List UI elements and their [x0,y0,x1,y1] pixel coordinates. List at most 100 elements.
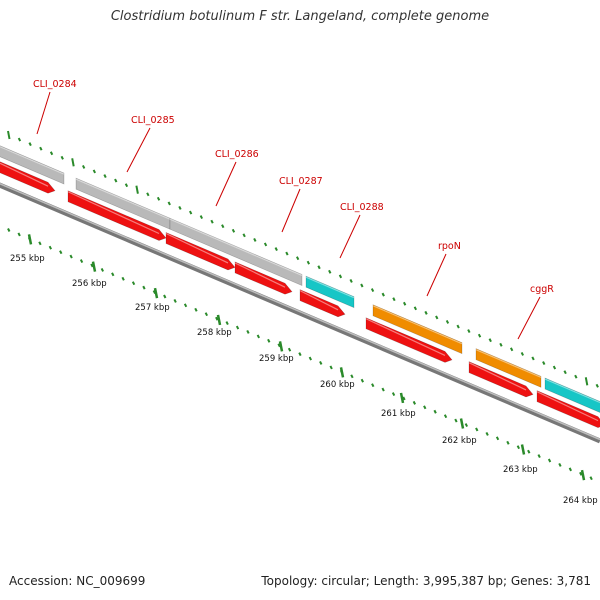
major-tick [278,341,284,352]
tick-mark [495,436,500,441]
genome-summary: Topology: circular; Length: 3,995,387 bp… [261,574,591,588]
tick-mark [146,192,150,197]
callout-line [215,161,237,207]
tick-mark [225,321,229,326]
outer-tick-track [7,130,599,388]
tick-mark [215,316,219,321]
cds-arrow [165,232,236,271]
tick-mark [277,343,281,348]
tick-mark [199,215,203,220]
tick-mark [477,333,482,338]
tick-mark [92,169,96,174]
backbone-highlight [0,182,600,441]
tick-mark [173,298,177,303]
accession-label: Accession: NC_009699 [9,574,146,588]
tick-mark [38,241,42,246]
tick-mark [253,237,257,242]
gene-feature [372,304,463,355]
cds-arrow [234,261,293,295]
callout-line [36,91,51,135]
tick-mark [263,242,268,247]
feature-highlight [365,318,446,356]
tick-mark [319,361,323,365]
tick-mark [589,476,593,481]
feature-highlight [0,162,49,187]
scale-labels: 255 kbp 256 kbp 257 kbp 258 kbp 259 kbp 260 k… [10,254,598,506]
tick-mark [7,228,11,232]
feature-track [0,145,600,428]
genome-backbone [0,182,600,444]
callout-line [126,127,151,173]
tick-mark [381,292,385,297]
callout-line [517,296,541,340]
cds-arrow [299,289,346,318]
feature-highlight [234,262,286,288]
tick-mark [329,365,333,370]
scale-label: 256 kbp [72,279,107,289]
tick-mark [131,281,136,286]
feature-highlight [536,391,599,422]
cds-arrow [0,161,56,194]
tick-mark [204,312,208,317]
callout-line [281,188,301,233]
tick-mark [579,471,583,476]
tick-mark [402,396,406,401]
major-tick [520,444,526,455]
major-tick [216,314,222,326]
tick-mark [246,330,250,334]
feature-highlight [299,290,339,311]
tick-mark [435,315,439,320]
tick-mark [194,307,198,312]
major-tick [580,469,586,481]
tick-mark [445,320,450,324]
tick-mark [242,233,246,238]
gene-label: CLI_0286 [215,149,259,160]
tick-mark [506,440,510,445]
major-tick [27,234,33,245]
tick-mark [49,151,54,156]
feature-highlight [67,191,160,235]
gene-label: CLI_0288 [340,202,384,213]
tick-mark [467,329,471,334]
tick-mark [443,414,448,419]
tick-mark [485,431,489,436]
feature-highlight [75,178,171,220]
major-tick [91,261,97,272]
tick-mark [163,294,167,299]
tick-mark [516,445,520,450]
scale-label: 258 kbp [197,328,232,338]
tick-mark [558,462,562,467]
callout-line [339,214,361,259]
scale-label: 261 kbp [381,409,416,419]
tick-mark [231,228,236,233]
tick-mark [298,352,302,357]
tick-mark [69,254,73,259]
scale-label: 260 kbp [320,380,355,390]
tick-mark [552,365,557,370]
tick-mark [48,245,52,250]
tick-mark [328,269,332,274]
tick-mark [456,324,460,329]
tick-mark [563,370,567,375]
scale-label: 259 kbp [259,354,294,364]
tick-mark [296,256,300,261]
scale-label: 264 kbp [563,496,598,506]
major-tick [459,418,465,429]
gene-label: CLI_0284 [33,79,77,90]
tick-mark [183,303,188,308]
tick-mark [100,267,104,272]
tick-mark [308,356,312,361]
feature-highlight [169,218,303,277]
tick-mark [60,155,64,160]
scale-label: 262 kbp [442,436,477,446]
tick-mark [413,306,417,311]
tick-mark [391,392,396,396]
tick-mark [142,285,146,290]
cds-arrow [365,317,453,363]
tick-mark [79,259,84,263]
scale-label: 255 kbp [10,254,45,264]
tick-mark [488,338,492,343]
major-tick [153,287,159,299]
tick-mark [350,374,354,379]
